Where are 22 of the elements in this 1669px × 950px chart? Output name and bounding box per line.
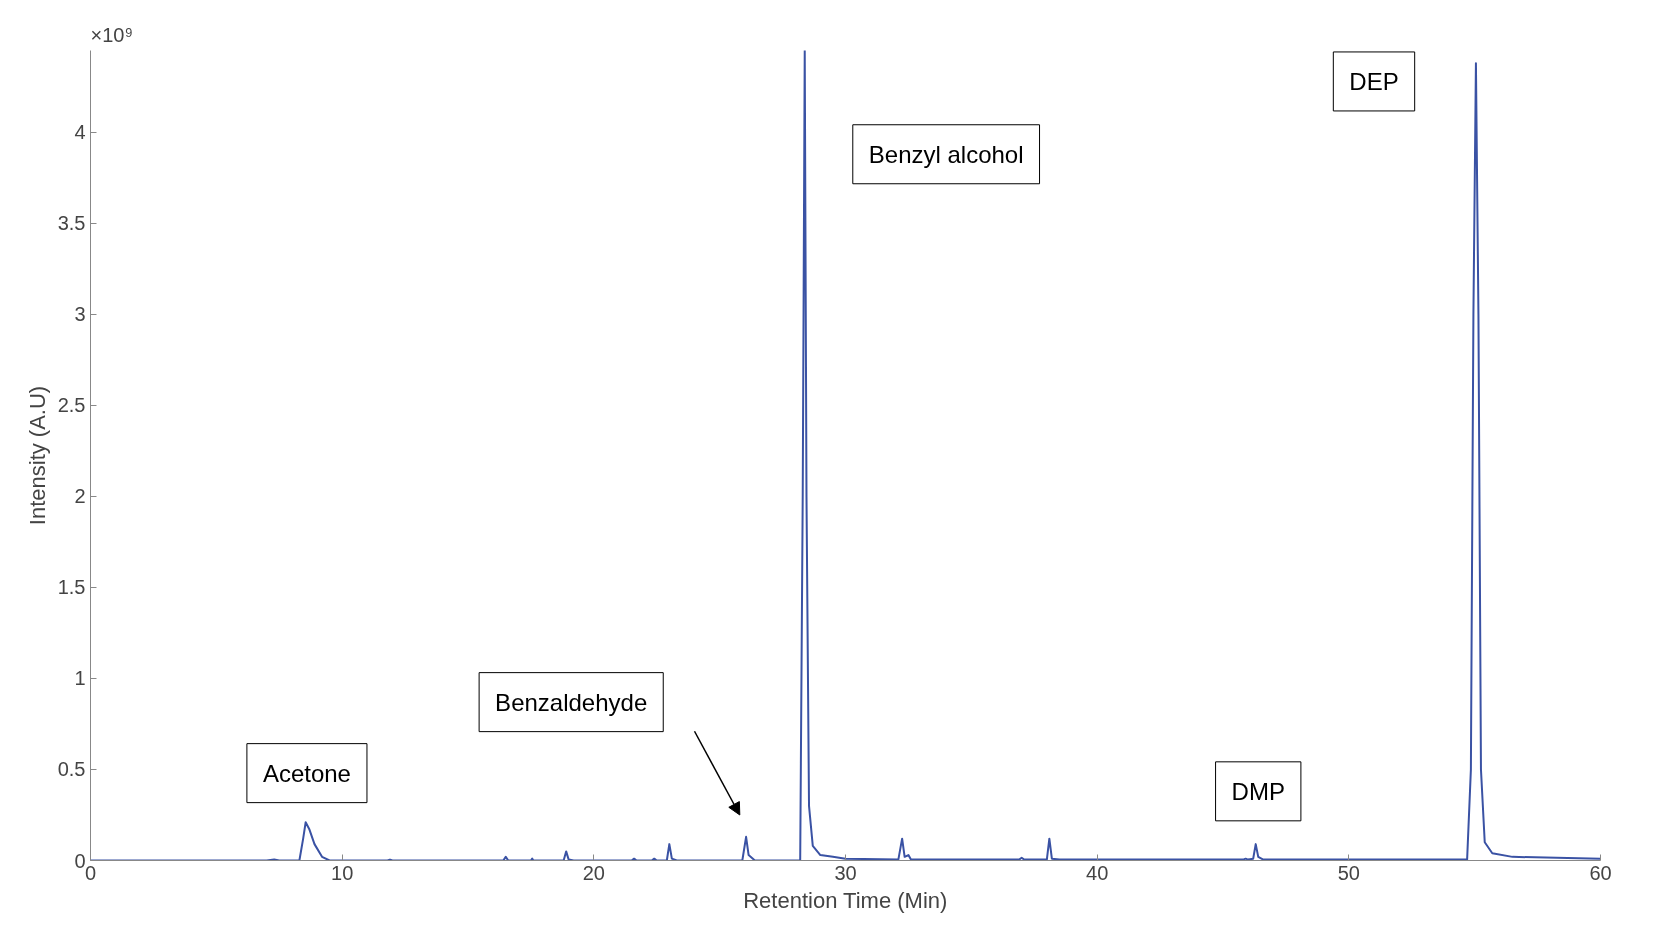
y-tick-label: 3: [74, 303, 86, 326]
y-tick-label: 4: [74, 121, 86, 144]
y-tick-label: 2.5: [57, 394, 86, 417]
annotation: Benzyl alcohol: [868, 140, 1024, 168]
x-axis-title: Retention Time (Min): [743, 887, 948, 913]
y-tick-label: 3.5: [57, 212, 86, 235]
x-tick-label: 50: [1337, 861, 1360, 884]
annotation: DEP: [1349, 67, 1399, 95]
annotation: DMP: [1231, 777, 1285, 805]
y-tick-label: 1: [74, 667, 86, 690]
y-tick-label: 0.5: [57, 758, 86, 781]
y-tick-label: 2: [74, 485, 86, 508]
x-tick-label: 30: [834, 861, 857, 884]
x-tick-label: 60: [1589, 861, 1612, 884]
text: ×10⁹: [90, 23, 133, 46]
y-axis-title: Intensity (A.U): [24, 385, 50, 526]
y-tick-label: 1.5: [57, 576, 86, 599]
x-tick-label: 40: [1086, 861, 1109, 884]
x-tick-label: 20: [582, 861, 605, 884]
annotation: Benzaldehyde: [495, 688, 648, 716]
x-tick-label: 10: [331, 861, 354, 884]
annotation: Acetone: [262, 759, 351, 787]
